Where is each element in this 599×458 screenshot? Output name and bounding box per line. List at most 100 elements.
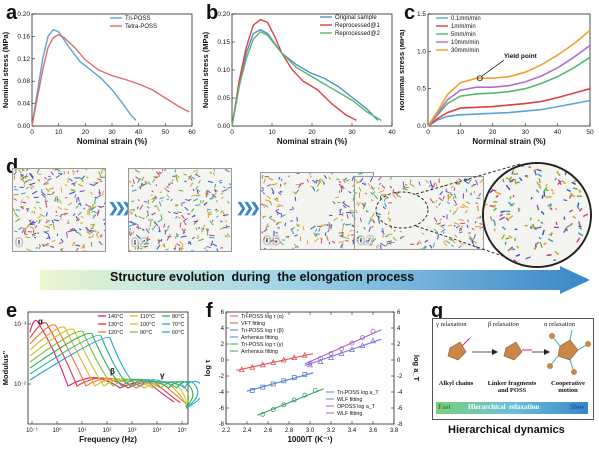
network-segment (64, 196, 68, 199)
network-segment (43, 181, 47, 186)
network-segment (351, 176, 355, 181)
network-segment (33, 236, 37, 239)
network-segment (25, 169, 29, 171)
network-segment (418, 181, 421, 186)
network-segment (420, 247, 423, 249)
x-axis-label: Nominal strain (%) (277, 137, 348, 146)
legend-entry: OPOSS log a_T (337, 404, 376, 410)
network-segment (218, 179, 222, 182)
network-segment (35, 201, 40, 204)
network-segment (338, 183, 344, 188)
network-segment (197, 189, 201, 192)
data-point (301, 351, 308, 358)
data-point (281, 378, 287, 384)
network-segment (195, 185, 199, 190)
panel-label-e: e (6, 300, 18, 322)
network-segment (129, 221, 133, 223)
network-segment (13, 193, 19, 196)
y-tick-label-right: -4 (397, 390, 403, 396)
network-segment (475, 245, 479, 249)
network-segment (70, 188, 76, 192)
yield-point-leader (481, 59, 505, 77)
network-segment (77, 196, 80, 202)
data-point (260, 412, 266, 417)
beta-annotation: β (110, 367, 115, 376)
fit-line (304, 329, 382, 365)
network-segment (355, 218, 356, 220)
network-segment (153, 176, 158, 179)
cooperative-caption: Cooperative motion (551, 380, 585, 394)
network-segment (159, 197, 165, 200)
relaxation-bar (436, 402, 588, 414)
network-segment (152, 199, 155, 204)
gamma-annotation: γ (160, 371, 165, 380)
x-tick-label: 40 (554, 129, 562, 136)
network-segment (571, 181, 577, 185)
network-segment (537, 219, 541, 222)
network-segment (429, 198, 434, 203)
network-segment (445, 190, 450, 194)
network-segment (222, 186, 226, 189)
y-axis-label: log τ (203, 359, 212, 376)
network-segment (73, 170, 75, 176)
network-segment (207, 180, 214, 184)
legend-entry: 140°C (108, 314, 123, 320)
network-segment (136, 178, 141, 184)
network-segment (103, 229, 105, 231)
network-segment (51, 219, 55, 224)
network-segment (475, 202, 479, 205)
network-segment (180, 201, 186, 205)
network-segment (576, 237, 581, 243)
legend-entry: Original sample (335, 15, 377, 21)
x-tick-label: 20 (82, 129, 90, 136)
network-segment (515, 253, 521, 257)
network-segment (327, 228, 330, 233)
zoomed-network-view (482, 162, 592, 268)
network-segment (148, 228, 151, 231)
network-segment (363, 182, 366, 185)
data-point (328, 351, 334, 356)
network-segment (268, 215, 273, 219)
x-tick-label: 10 (268, 129, 276, 136)
slow-label: Slow (570, 403, 585, 411)
network-segment (29, 172, 33, 176)
data-point (317, 358, 324, 364)
network-segment (29, 225, 35, 231)
network-segment (191, 194, 194, 198)
network-segment (42, 243, 45, 247)
network-segment (316, 188, 320, 193)
network-segment (83, 207, 86, 210)
network-segment (501, 173, 505, 177)
y-tick-label: 0.0 (417, 123, 426, 130)
network-segment (192, 188, 195, 192)
network-segment (370, 191, 373, 195)
y-tick-label: 4 (221, 326, 225, 332)
y-tick-label-right: 2 (397, 342, 401, 348)
x-tick-label: 10⁻¹ (26, 428, 38, 434)
network-segment (145, 238, 149, 242)
network-segment (228, 183, 231, 185)
network-segment (345, 211, 352, 214)
network-segment (169, 233, 171, 237)
network-segment (263, 178, 266, 184)
network-segment (157, 239, 161, 244)
network-segment (132, 231, 135, 234)
panel-d: Structure evolution during the elongatio… (0, 158, 599, 298)
data-point (270, 407, 276, 412)
network-segment (275, 208, 280, 212)
network-segment (341, 200, 346, 204)
network-segment (273, 219, 276, 223)
network-segment (205, 249, 208, 251)
network-segment (377, 187, 380, 190)
legend-entry: Tri-POSS (125, 16, 150, 22)
x-tick-label: 0 (426, 129, 430, 136)
network-segment (471, 184, 476, 187)
network-segment (421, 232, 425, 235)
network-segment (458, 218, 465, 222)
network-segment (556, 170, 561, 177)
network-segment (153, 195, 156, 202)
network-segment (170, 198, 173, 202)
network-segment (13, 208, 16, 213)
x-tick-label: 2.8 (285, 428, 294, 434)
panel-label-a: a (6, 2, 18, 24)
